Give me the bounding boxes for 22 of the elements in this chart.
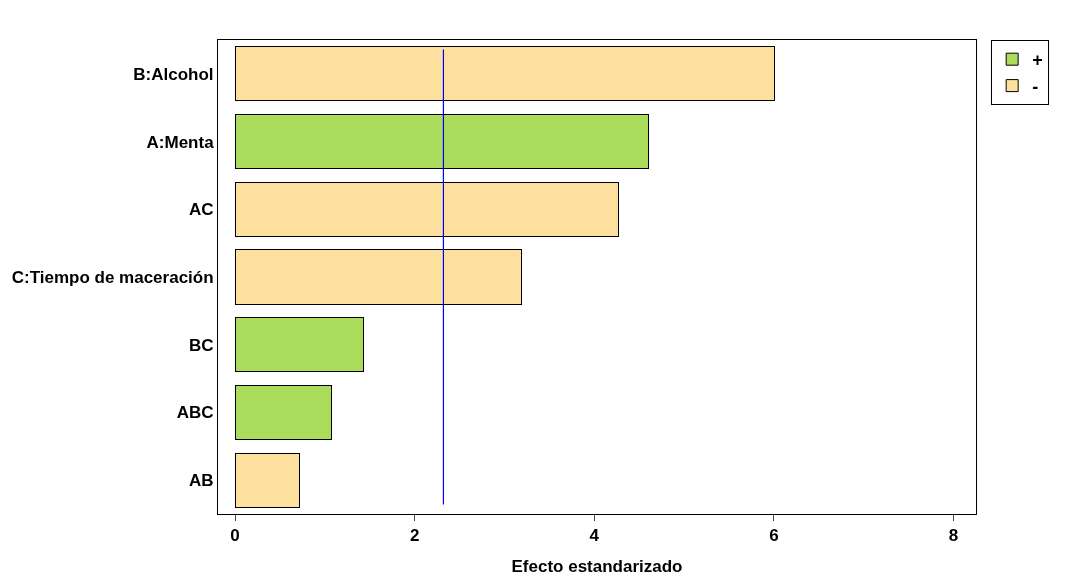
x-tick-label: 8	[948, 526, 959, 546]
legend-label: +	[1032, 50, 1043, 71]
legend-label: -	[1032, 76, 1039, 97]
bar	[234, 384, 332, 441]
x-axis-title: Efecto estandarizado	[511, 556, 683, 576]
x-tick-label: 4	[589, 526, 600, 546]
bar	[234, 249, 523, 305]
y-tick-label: AC	[189, 200, 214, 220]
bar	[234, 452, 301, 508]
bar	[234, 181, 620, 237]
y-tick-label: AB	[189, 471, 214, 491]
x-tick-label: 0	[230, 526, 240, 546]
bar	[234, 46, 776, 102]
y-tick-label: BC	[189, 335, 214, 355]
y-tick-label: ABC	[176, 403, 214, 423]
bar	[234, 317, 364, 373]
y-tick-label: B:Alcohol	[133, 64, 214, 84]
y-tick-label: C:Tiempo de maceración	[11, 267, 214, 287]
x-tick-label: 6	[769, 526, 779, 546]
y-tick-label: A:Menta	[146, 132, 215, 152]
x-tick-label: 2	[409, 526, 420, 546]
bar	[234, 113, 649, 170]
